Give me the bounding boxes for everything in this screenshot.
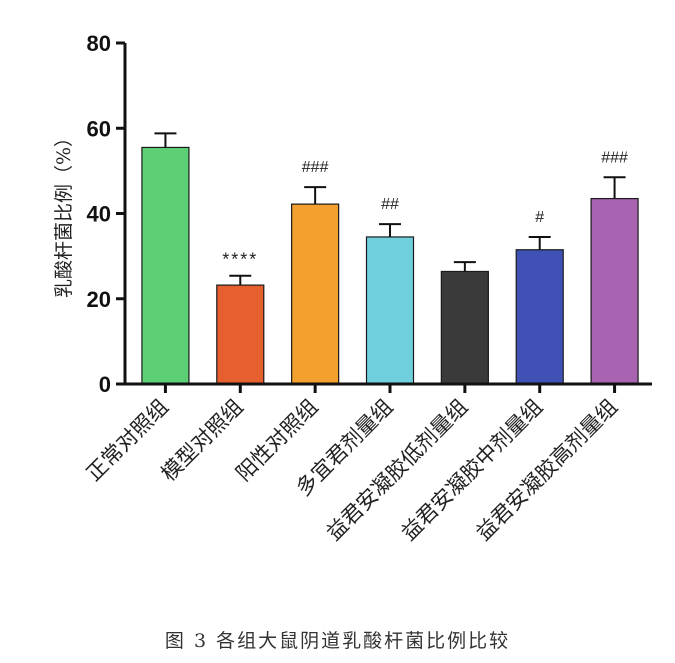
significance-label: ### (601, 149, 628, 166)
bar (291, 203, 340, 385)
y-axis-label: 乳酸杆菌比例（%） (53, 128, 75, 298)
significance-label: **** (222, 250, 258, 270)
x-axis: 正常对照组模型对照组阳性对照组多宜君剂量组益君安凝胶低剂量组益君安凝胶中剂量组益… (82, 382, 652, 546)
x-tick-label: 益君安凝胶中剂量组 (397, 395, 548, 546)
y-tick-label: 20 (87, 287, 111, 312)
y-tick-label: 80 (87, 31, 111, 56)
bar (141, 146, 190, 385)
figure-caption: 图 3 各组大鼠阴道乳酸杆菌比例比较 (164, 630, 511, 652)
x-tick-label: 益君安凝胶低剂量组 (322, 395, 473, 546)
bar (216, 284, 265, 385)
y-tick-label: 60 (87, 116, 111, 141)
y-tick-label: 40 (87, 202, 111, 227)
bar (590, 197, 639, 385)
significance-label: ### (302, 159, 329, 176)
significance-label: # (535, 209, 544, 226)
bar (440, 270, 489, 385)
bar (515, 249, 564, 385)
x-tick-label: 益君安凝胶高剂量组 (471, 395, 622, 546)
bar (365, 236, 415, 385)
y-tick-label: 0 (99, 372, 111, 397)
bars: ****######### (141, 132, 639, 385)
y-axis: 0 20 40 60 80 (87, 31, 127, 397)
significance-label: ## (381, 196, 399, 213)
